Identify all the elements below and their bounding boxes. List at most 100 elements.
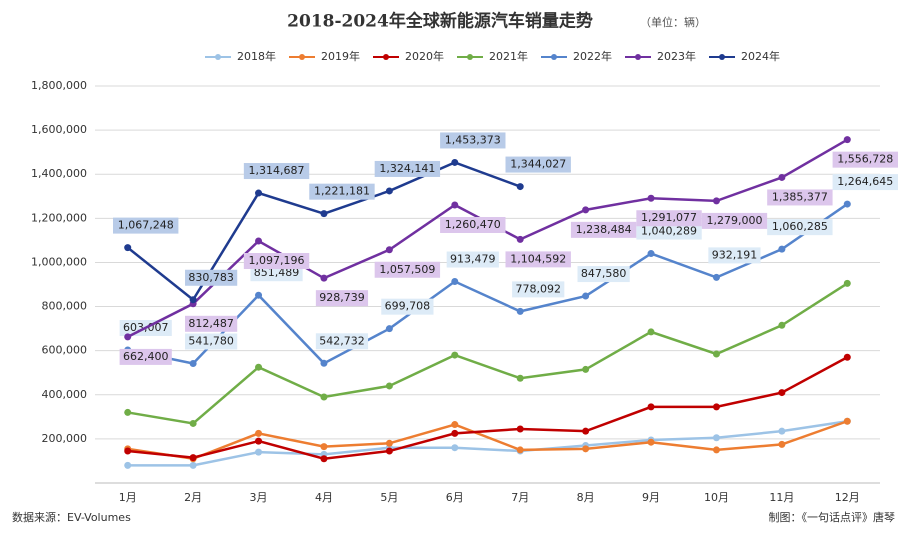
data-point bbox=[451, 278, 459, 286]
legend-label: 2020年 bbox=[405, 49, 444, 63]
data-point bbox=[385, 382, 393, 390]
value-label: 1,221,181 bbox=[314, 185, 370, 198]
data-point bbox=[778, 389, 786, 397]
data-point bbox=[451, 429, 459, 437]
chart-title: 2018-2024年全球新能源汽车销量走势 bbox=[287, 11, 593, 32]
data-point bbox=[843, 353, 851, 361]
value-label: 1,556,728 bbox=[837, 153, 893, 166]
data-point bbox=[843, 417, 851, 425]
value-label: 1,385,377 bbox=[772, 190, 828, 203]
data-point bbox=[582, 427, 590, 435]
value-label: 932,191 bbox=[712, 248, 758, 261]
value-label: 847,580 bbox=[581, 267, 627, 280]
series-line bbox=[127, 420, 848, 461]
x-tick-label: 1月 bbox=[119, 491, 137, 504]
value-label-bg bbox=[315, 290, 369, 307]
x-tick-label: 7月 bbox=[511, 491, 529, 504]
x-tick-label: 5月 bbox=[380, 491, 398, 504]
value-label-bg bbox=[832, 151, 898, 168]
series-line bbox=[127, 203, 849, 365]
value-label: 1,057,509 bbox=[379, 263, 435, 276]
value-label-bg bbox=[446, 251, 499, 268]
legend-label: 2022年 bbox=[573, 49, 612, 63]
x-tick-label: 2月 bbox=[184, 491, 202, 504]
value-label: 1,238,484 bbox=[576, 223, 632, 236]
data-point bbox=[582, 445, 590, 453]
data-point bbox=[189, 360, 197, 368]
value-label: 1,060,285 bbox=[772, 220, 828, 233]
x-tick-label: 8月 bbox=[577, 491, 595, 504]
value-label: 851,489 bbox=[254, 266, 300, 279]
value-label: 542,732 bbox=[319, 334, 365, 347]
y-tick-label: 1,600,000 bbox=[31, 123, 87, 136]
value-label: 812,487 bbox=[188, 317, 234, 330]
y-tick-label: 1,200,000 bbox=[31, 211, 87, 224]
value-label-bg bbox=[636, 223, 702, 240]
data-point bbox=[320, 359, 328, 367]
data-point bbox=[712, 273, 720, 281]
data-point bbox=[778, 245, 786, 253]
data-point bbox=[516, 446, 524, 454]
data-point bbox=[320, 210, 328, 218]
data-point bbox=[124, 447, 132, 455]
data-point bbox=[647, 194, 655, 202]
data-point bbox=[255, 189, 263, 197]
data-point bbox=[843, 136, 851, 144]
value-label-bg bbox=[440, 132, 506, 149]
value-label: 1,314,687 bbox=[249, 164, 305, 177]
legend-label: 2024年 bbox=[741, 49, 780, 63]
chart-subtitle: （单位：辆） bbox=[640, 15, 706, 29]
y-tick-label: 1,000,000 bbox=[31, 255, 87, 268]
value-label: 913,479 bbox=[450, 253, 496, 266]
value-label: 1,097,196 bbox=[249, 254, 305, 267]
legend-marker bbox=[635, 54, 641, 60]
legend-marker bbox=[299, 54, 305, 60]
data-point bbox=[189, 419, 197, 427]
data-point bbox=[516, 307, 524, 315]
data-point bbox=[255, 437, 263, 445]
value-label: 1,104,592 bbox=[510, 252, 566, 265]
value-label: 541,780 bbox=[188, 335, 234, 348]
data-point bbox=[516, 374, 524, 382]
legend-marker bbox=[467, 54, 473, 60]
value-label-bg bbox=[701, 212, 768, 229]
value-label: 1,324,141 bbox=[379, 162, 435, 175]
data-point bbox=[778, 321, 786, 329]
value-label-bg bbox=[309, 183, 375, 200]
value-label-bg bbox=[113, 217, 179, 234]
data-point bbox=[320, 393, 328, 401]
credit: 制图：《一句话点评》唐琴 bbox=[769, 510, 896, 524]
series-line bbox=[127, 356, 848, 461]
data-point bbox=[582, 365, 590, 373]
value-label-bg bbox=[505, 251, 571, 268]
value-label-bg bbox=[374, 261, 441, 278]
series-line bbox=[127, 420, 848, 467]
x-tick-label: 4月 bbox=[315, 491, 333, 504]
value-label-bg bbox=[185, 269, 238, 286]
value-label-bg bbox=[512, 281, 565, 298]
data-point bbox=[255, 429, 263, 437]
value-label-bg bbox=[832, 174, 898, 191]
data-point bbox=[255, 363, 263, 371]
value-label: 1,264,645 bbox=[837, 175, 893, 188]
data-point bbox=[712, 434, 720, 442]
y-tick-label: 1,400,000 bbox=[31, 167, 87, 180]
data-point bbox=[320, 443, 328, 451]
legend-marker bbox=[551, 54, 557, 60]
y-tick-label: 400,000 bbox=[42, 388, 88, 401]
value-label-bg bbox=[570, 221, 637, 238]
value-label-bg bbox=[767, 189, 833, 206]
y-tick-label: 200,000 bbox=[42, 432, 88, 445]
data-point bbox=[647, 328, 655, 336]
legend-marker bbox=[383, 54, 389, 60]
value-label-bg bbox=[185, 333, 238, 350]
value-label: 1,279,000 bbox=[706, 214, 762, 227]
value-label: 662,400 bbox=[123, 350, 169, 363]
value-label: 699,708 bbox=[385, 300, 431, 313]
legend-label: 2021年 bbox=[489, 49, 528, 63]
data-point bbox=[255, 448, 263, 456]
value-label: 1,260,470 bbox=[445, 218, 501, 231]
value-label-bg bbox=[119, 348, 172, 365]
legend-marker bbox=[719, 54, 725, 60]
value-label-bg bbox=[505, 156, 571, 173]
